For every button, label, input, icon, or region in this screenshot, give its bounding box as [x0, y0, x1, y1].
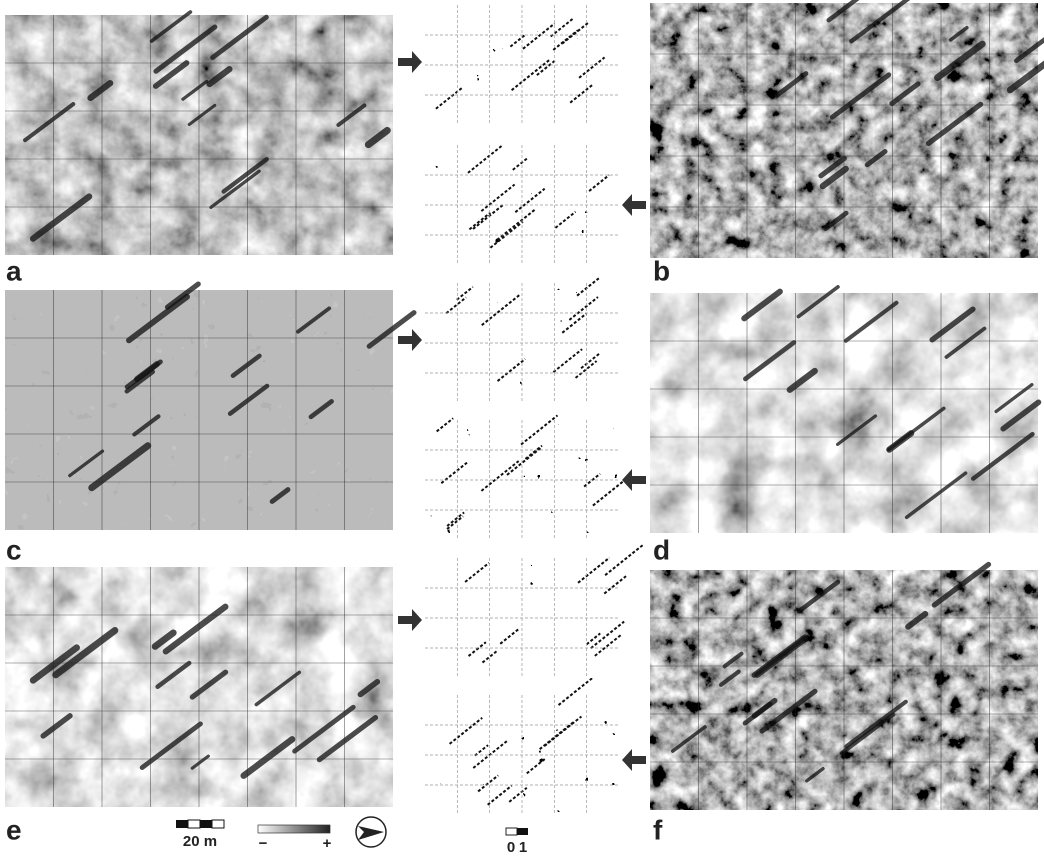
scale-segment — [176, 820, 188, 828]
scale-bar: 20 m — [176, 820, 224, 850]
arrow-right — [398, 329, 422, 351]
legend-max: + — [323, 835, 332, 852]
geophysical-image — [5, 12, 393, 255]
color-legend: − + — [258, 825, 332, 852]
color-ramp — [258, 825, 330, 833]
panel-label: f — [653, 814, 663, 845]
scale-segment — [212, 820, 224, 828]
scale-label: 20 m — [183, 833, 217, 850]
panel-label: a — [6, 255, 22, 286]
panel-label: b — [653, 255, 670, 286]
binary-swatch — [506, 828, 517, 835]
geophysical-image — [650, 564, 1038, 810]
binary-legend: 0 1 — [506, 828, 528, 856]
panel-label: c — [6, 534, 22, 565]
page: a b c d e f 20 m − + 0 1 (() => { const … — [0, 0, 1044, 860]
geophysical-image — [650, 287, 1039, 533]
arrow-right — [398, 609, 422, 631]
binary-label: 1 — [519, 839, 527, 856]
binary-swatch — [517, 828, 528, 835]
scale-segment — [200, 820, 212, 828]
binary-label: 0 — [507, 839, 515, 856]
figure: a b c d e f 20 m − + 0 1 — [0, 0, 1044, 860]
binary-image — [425, 415, 627, 540]
geophysical-image — [5, 284, 414, 530]
binary-image — [425, 678, 619, 815]
binary-image — [425, 5, 619, 125]
geophysical-image — [650, 0, 1044, 258]
arrow-left — [622, 194, 646, 216]
scale-segment — [188, 820, 200, 828]
binary-image — [425, 145, 619, 265]
binary-image — [425, 544, 644, 678]
north-arrow — [356, 817, 386, 847]
arrow-right — [398, 51, 422, 73]
arrow-left — [622, 469, 646, 491]
arrow-left — [622, 749, 646, 771]
binary-image — [425, 278, 619, 403]
panel-label: e — [6, 814, 22, 845]
legend-min: − — [259, 835, 268, 852]
panel-label: d — [653, 534, 670, 565]
geophysical-image — [5, 567, 393, 807]
